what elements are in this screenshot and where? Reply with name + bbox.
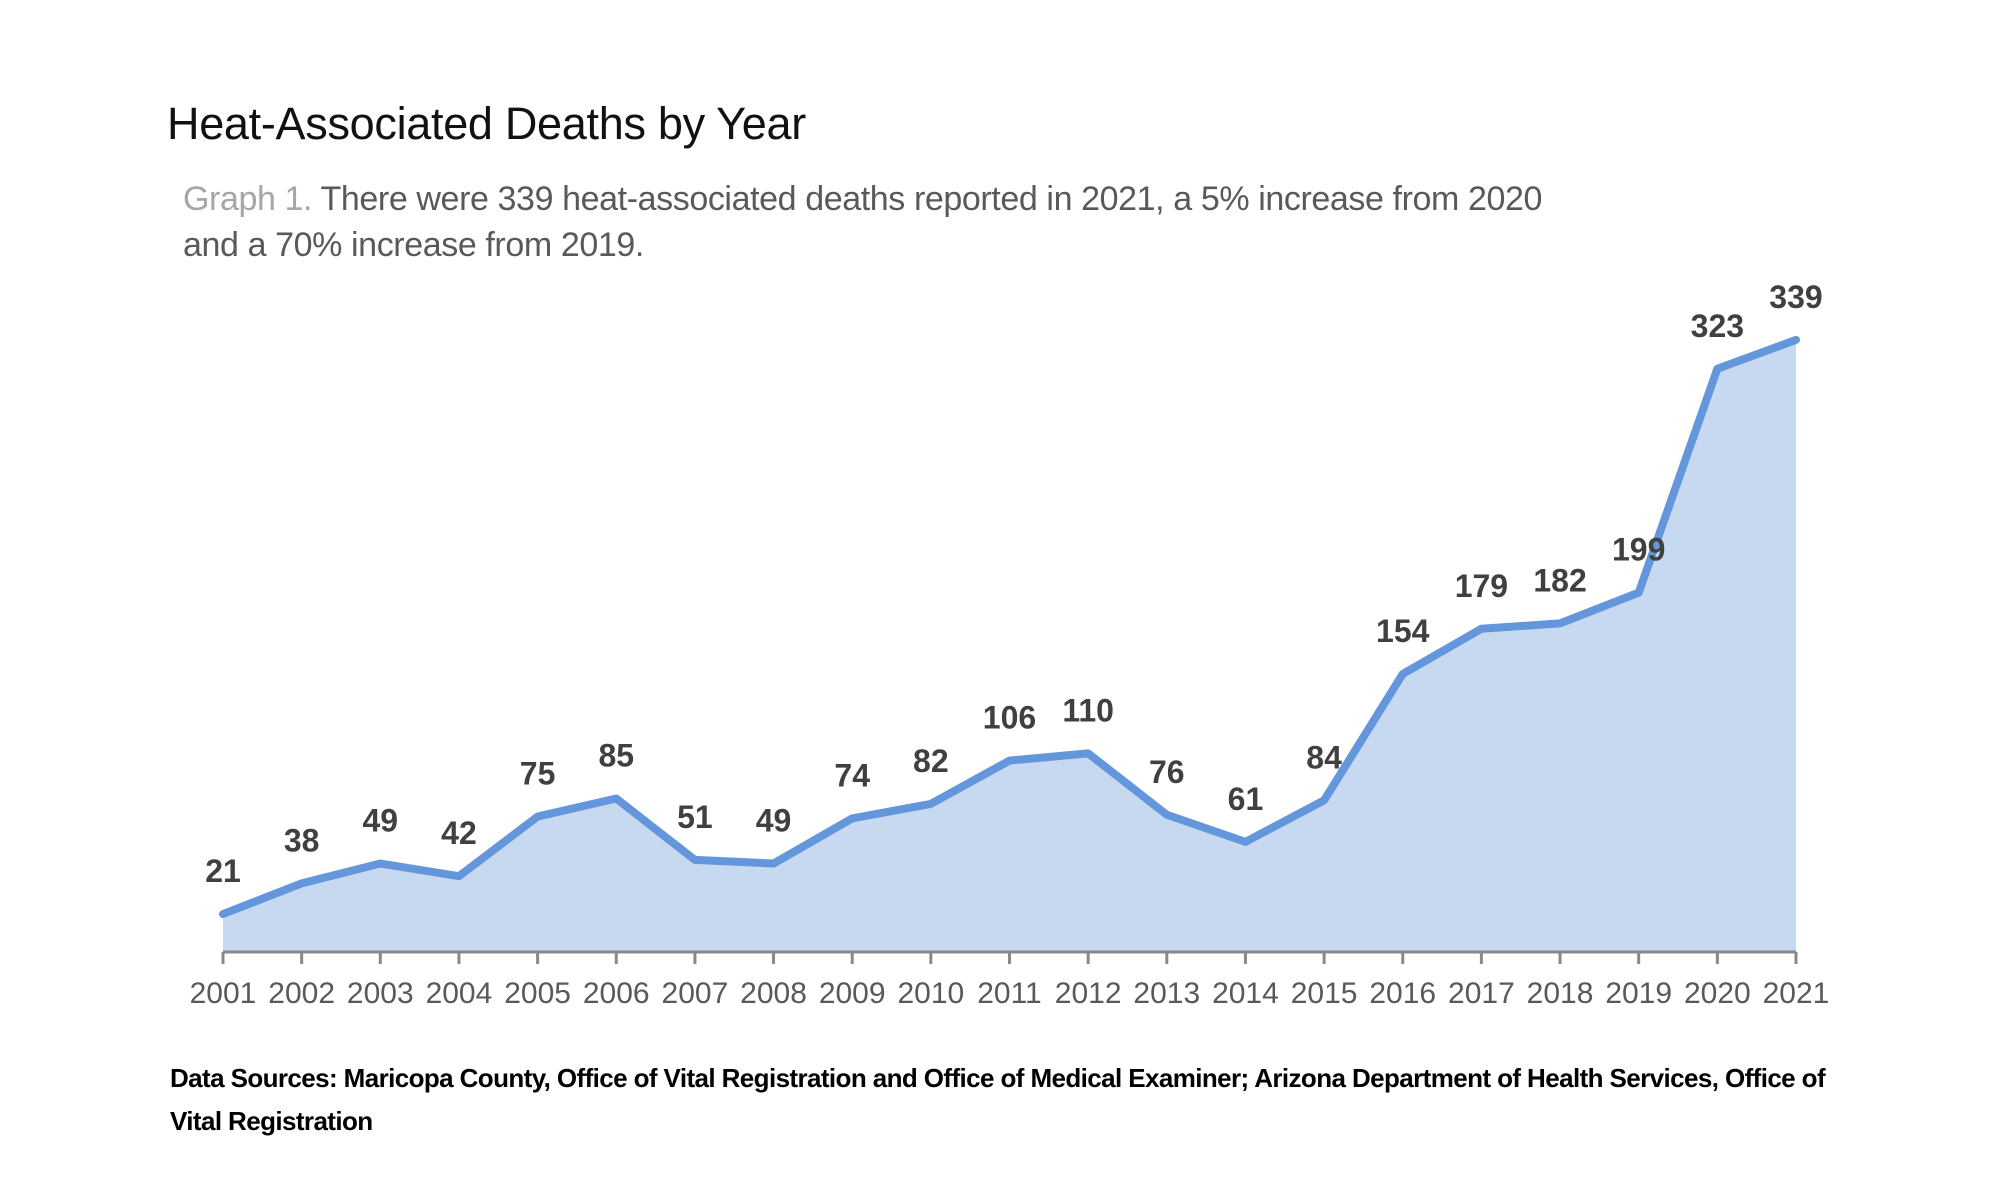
data-label: 323 — [1691, 308, 1744, 344]
x-tick-label: 2008 — [740, 977, 807, 1010]
x-tick-label: 2018 — [1527, 977, 1594, 1010]
x-tick-label: 2019 — [1605, 977, 1672, 1010]
chart-title: Heat-Associated Deaths by Year — [167, 98, 806, 149]
data-label: 199 — [1612, 532, 1665, 568]
data-label: 74 — [834, 757, 870, 793]
data-label: 51 — [677, 799, 713, 835]
x-tick-label: 2015 — [1291, 977, 1358, 1010]
x-tick-label: 2011 — [977, 977, 1042, 1010]
x-tick-label: 2017 — [1448, 977, 1515, 1010]
x-tick-label: 2021 — [1763, 977, 1830, 1010]
data-label: 339 — [1769, 279, 1822, 315]
data-label: 182 — [1533, 562, 1586, 598]
data-sources-note: Data Sources: Maricopa County, Office of… — [170, 1063, 1826, 1136]
plot-area — [219, 335, 1800, 952]
x-tick-label: 2005 — [504, 977, 571, 1010]
x-tick-label: 2016 — [1369, 977, 1436, 1010]
x-tick-label: 2003 — [347, 977, 414, 1010]
x-tick-label: 2002 — [268, 977, 335, 1010]
data-labels: 21 38 49 42 75 85 51 49 74 82 106 110 76 61 84 154 179 18… — [205, 279, 1822, 889]
data-label: 49 — [363, 803, 399, 839]
subtitle-text: There were 339 heat-associated deaths re… — [183, 180, 1543, 264]
data-label: 179 — [1455, 568, 1508, 604]
data-label: 21 — [205, 853, 241, 889]
x-tick-label: 2014 — [1212, 977, 1279, 1010]
data-label: 110 — [1062, 692, 1114, 728]
x-tick-label: 2007 — [662, 977, 729, 1010]
data-label: 61 — [1228, 781, 1264, 817]
data-label: 106 — [983, 700, 1036, 736]
data-label: 154 — [1376, 613, 1430, 649]
data-label: 84 — [1306, 739, 1342, 775]
graph-number: Graph 1. — [183, 180, 313, 218]
data-label: 38 — [284, 822, 320, 858]
x-axis: 2001 2002 2003 2004 2005 2006 2007 2008 2009 2010… — [190, 950, 1830, 1010]
x-tick-label: 2006 — [583, 977, 650, 1010]
x-tick-label: 2010 — [897, 977, 964, 1010]
x-tick-label: 2013 — [1133, 977, 1200, 1010]
x-tick-label: 2020 — [1684, 977, 1751, 1010]
data-label: 49 — [756, 803, 792, 839]
data-label: 75 — [520, 756, 556, 792]
chart-subtitle: Graph 1. There were 339 heat-associated … — [183, 176, 1583, 268]
data-label: 82 — [913, 743, 949, 779]
data-label: 76 — [1149, 754, 1185, 790]
data-label: 42 — [441, 815, 477, 851]
area-fill — [223, 339, 1796, 952]
data-label: 85 — [598, 738, 634, 774]
x-tick-label: 2004 — [426, 977, 493, 1010]
series-line — [219, 335, 1800, 919]
x-tick-label: 2001 — [190, 977, 257, 1010]
x-tick-label: 2012 — [1055, 977, 1122, 1010]
x-tick-label: 2009 — [819, 977, 886, 1010]
